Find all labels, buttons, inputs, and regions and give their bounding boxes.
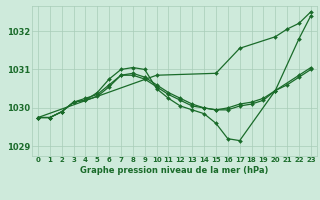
X-axis label: Graphe pression niveau de la mer (hPa): Graphe pression niveau de la mer (hPa) xyxy=(80,166,268,175)
